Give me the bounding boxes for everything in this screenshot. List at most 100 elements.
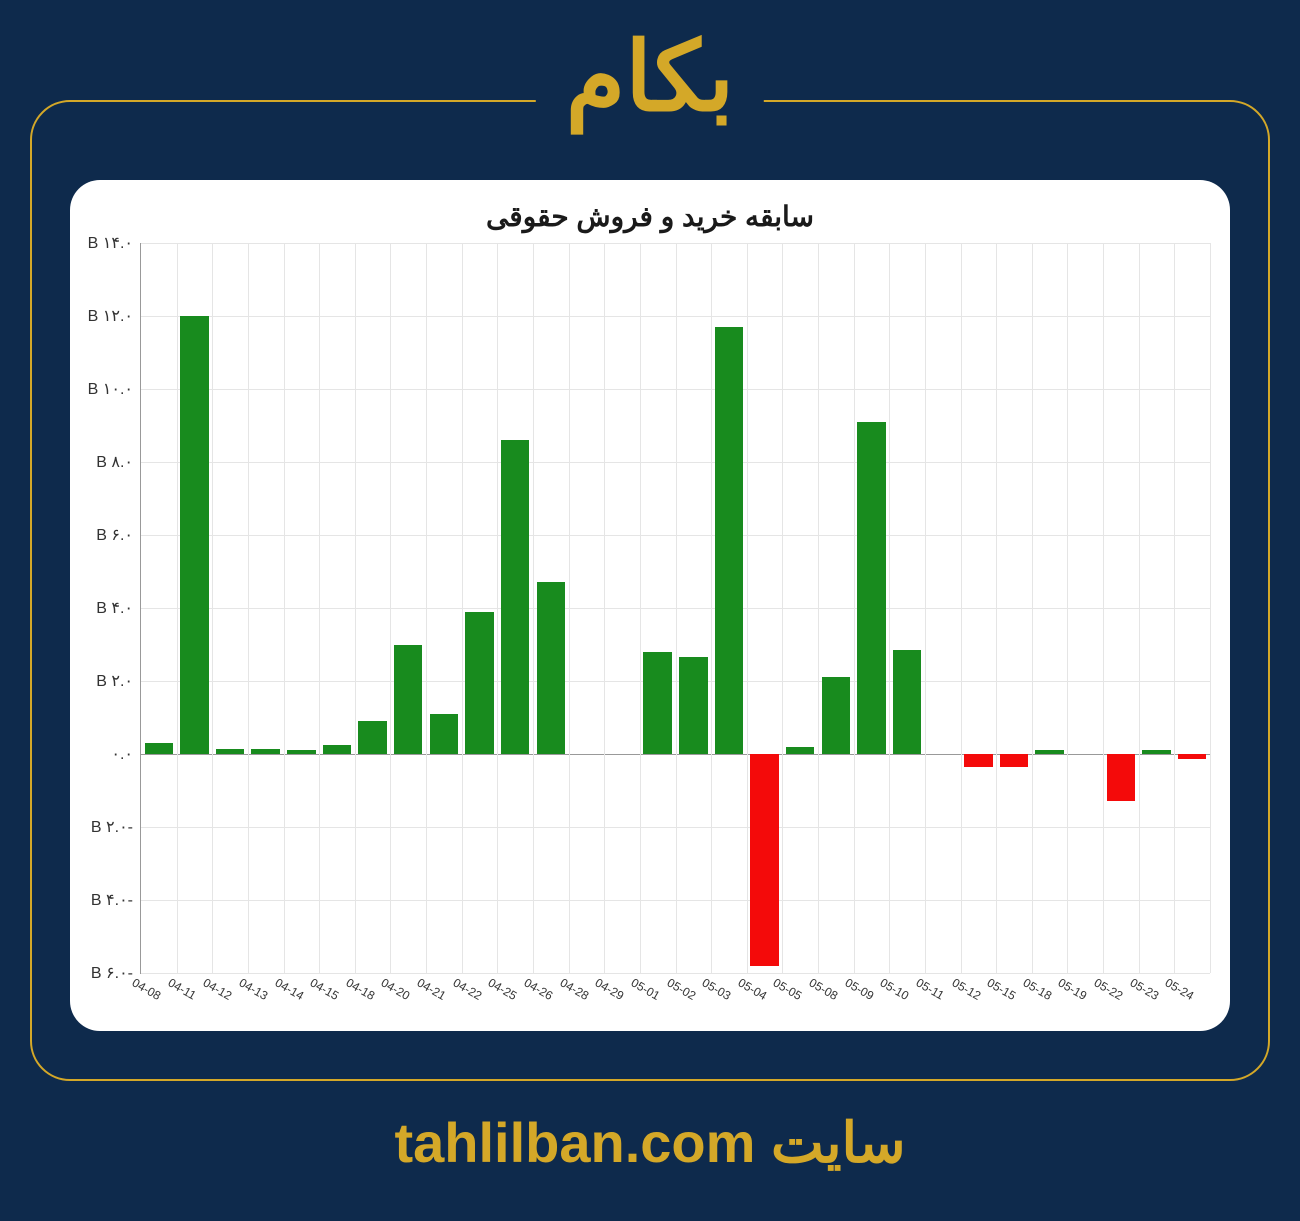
grid-line-v — [426, 243, 427, 973]
grid-line-v — [782, 243, 783, 973]
y-tick-label: ۱۴.۰ B — [88, 233, 133, 253]
y-tick-label: ۶.۰ B — [96, 525, 133, 545]
x-tick-label: 04-26 — [522, 976, 556, 1003]
x-tick-label: 05-15 — [985, 976, 1019, 1003]
x-tick-label: 04-25 — [486, 976, 520, 1003]
chart-bar — [145, 743, 174, 754]
grid-line-v — [284, 243, 285, 973]
x-tick-label: 05-09 — [842, 976, 876, 1003]
chart-bar — [394, 645, 423, 755]
footer-url: tahlilban.com — [394, 1111, 755, 1174]
page-footer: سایت tahlilban.com — [0, 1110, 1300, 1176]
chart-bar — [893, 650, 922, 754]
x-tick-label: 05-01 — [629, 976, 663, 1003]
chart-bar — [1000, 754, 1029, 767]
chart-bar — [1035, 750, 1064, 754]
x-tick-label: 04-12 — [201, 976, 235, 1003]
chart-bar — [964, 754, 993, 767]
grid-line-v — [212, 243, 213, 973]
chart-bar — [1142, 750, 1171, 754]
x-tick-label: 05-18 — [1020, 976, 1054, 1003]
x-tick-label: 05-24 — [1163, 976, 1197, 1003]
x-tick-label: 05-10 — [878, 976, 912, 1003]
footer-site-label: سایت — [771, 1111, 906, 1174]
chart-bar — [1107, 754, 1136, 801]
chart-bar — [180, 316, 209, 754]
chart-container: سابقه خرید و فروش حقوقی ۱۴.۰ B۱۲.۰ B۱۰.۰… — [70, 180, 1230, 1031]
grid-line-v — [640, 243, 641, 973]
chart-bar — [287, 750, 316, 754]
grid-line-v — [1032, 243, 1033, 973]
y-tick-label: ۴.۰ B — [96, 598, 133, 618]
grid-line-v — [355, 243, 356, 973]
chart-plot-area: ۱۴.۰ B۱۲.۰ B۱۰.۰ B۸.۰ B۶.۰ B۴.۰ B۲.۰ B۰.… — [140, 243, 1210, 974]
x-tick-label: 05-02 — [664, 976, 698, 1003]
grid-line-v — [1139, 243, 1140, 973]
y-tick-label: ۸.۰ B — [96, 452, 133, 472]
x-tick-label: 04-08 — [130, 976, 164, 1003]
y-tick-label: ۲.۰ B — [96, 671, 133, 691]
chart-bar — [1178, 754, 1207, 759]
grid-line-v — [1174, 243, 1175, 973]
grid-line-v — [248, 243, 249, 973]
chart-bar — [822, 677, 851, 754]
chart-bar — [251, 749, 280, 754]
grid-line-v — [961, 243, 962, 973]
grid-line-v — [319, 243, 320, 973]
page-header-title: بکام — [536, 20, 764, 135]
x-tick-label: 04-18 — [343, 976, 377, 1003]
chart-bar — [786, 747, 815, 754]
y-tick-label: ۱۲.۰ B — [88, 306, 133, 326]
grid-line-v — [925, 243, 926, 973]
grid-line-v — [1067, 243, 1068, 973]
grid-line-v — [1103, 243, 1104, 973]
x-tick-label: 05-05 — [771, 976, 805, 1003]
grid-line-v — [1210, 243, 1211, 973]
chart-bar — [679, 657, 708, 754]
chart-bar — [216, 749, 245, 754]
x-tick-label: 04-14 — [272, 976, 306, 1003]
chart-bar — [643, 652, 672, 754]
y-tick-label: -۴.۰ B — [91, 890, 133, 910]
chart-bar — [323, 745, 352, 754]
grid-line-v — [497, 243, 498, 973]
chart-bar — [501, 440, 530, 754]
grid-line-v — [747, 243, 748, 973]
grid-line-v — [390, 243, 391, 973]
x-tick-label: 04-22 — [450, 976, 484, 1003]
chart-bar — [857, 422, 886, 754]
grid-line-v — [889, 243, 890, 973]
x-tick-label: 04-28 — [557, 976, 591, 1003]
x-tick-label: 05-19 — [1056, 976, 1090, 1003]
grid-line-v — [604, 243, 605, 973]
y-tick-label: ۰.۰ — [111, 744, 133, 764]
grid-line-v — [569, 243, 570, 973]
chart-bar — [358, 721, 387, 754]
x-tick-label: 04-21 — [415, 976, 449, 1003]
grid-line-v — [711, 243, 712, 973]
x-tick-label: 04-29 — [593, 976, 627, 1003]
x-tick-label: 04-13 — [237, 976, 271, 1003]
x-tick-label: 05-03 — [700, 976, 734, 1003]
x-tick-label: 04-15 — [308, 976, 342, 1003]
x-tick-label: 05-11 — [914, 976, 947, 1003]
grid-line-v — [676, 243, 677, 973]
y-tick-label: ۱۰.۰ B — [88, 379, 133, 399]
x-tick-label: 05-04 — [735, 976, 769, 1003]
chart-bar — [430, 714, 459, 754]
x-tick-label: 04-11 — [165, 976, 198, 1003]
grid-line-v — [854, 243, 855, 973]
y-tick-label: -۲.۰ B — [91, 817, 133, 837]
x-tick-label: 05-22 — [1092, 976, 1126, 1003]
x-tick-label: 05-12 — [949, 976, 983, 1003]
grid-line-v — [996, 243, 997, 973]
grid-line-v — [818, 243, 819, 973]
grid-line-v — [533, 243, 534, 973]
x-tick-label: 04-20 — [379, 976, 413, 1003]
chart-bar — [465, 612, 494, 754]
grid-line-v — [462, 243, 463, 973]
chart-bar — [750, 754, 779, 966]
chart-bar — [715, 327, 744, 754]
grid-line-h — [141, 973, 1210, 974]
y-tick-label: -۶.۰ B — [91, 963, 133, 983]
